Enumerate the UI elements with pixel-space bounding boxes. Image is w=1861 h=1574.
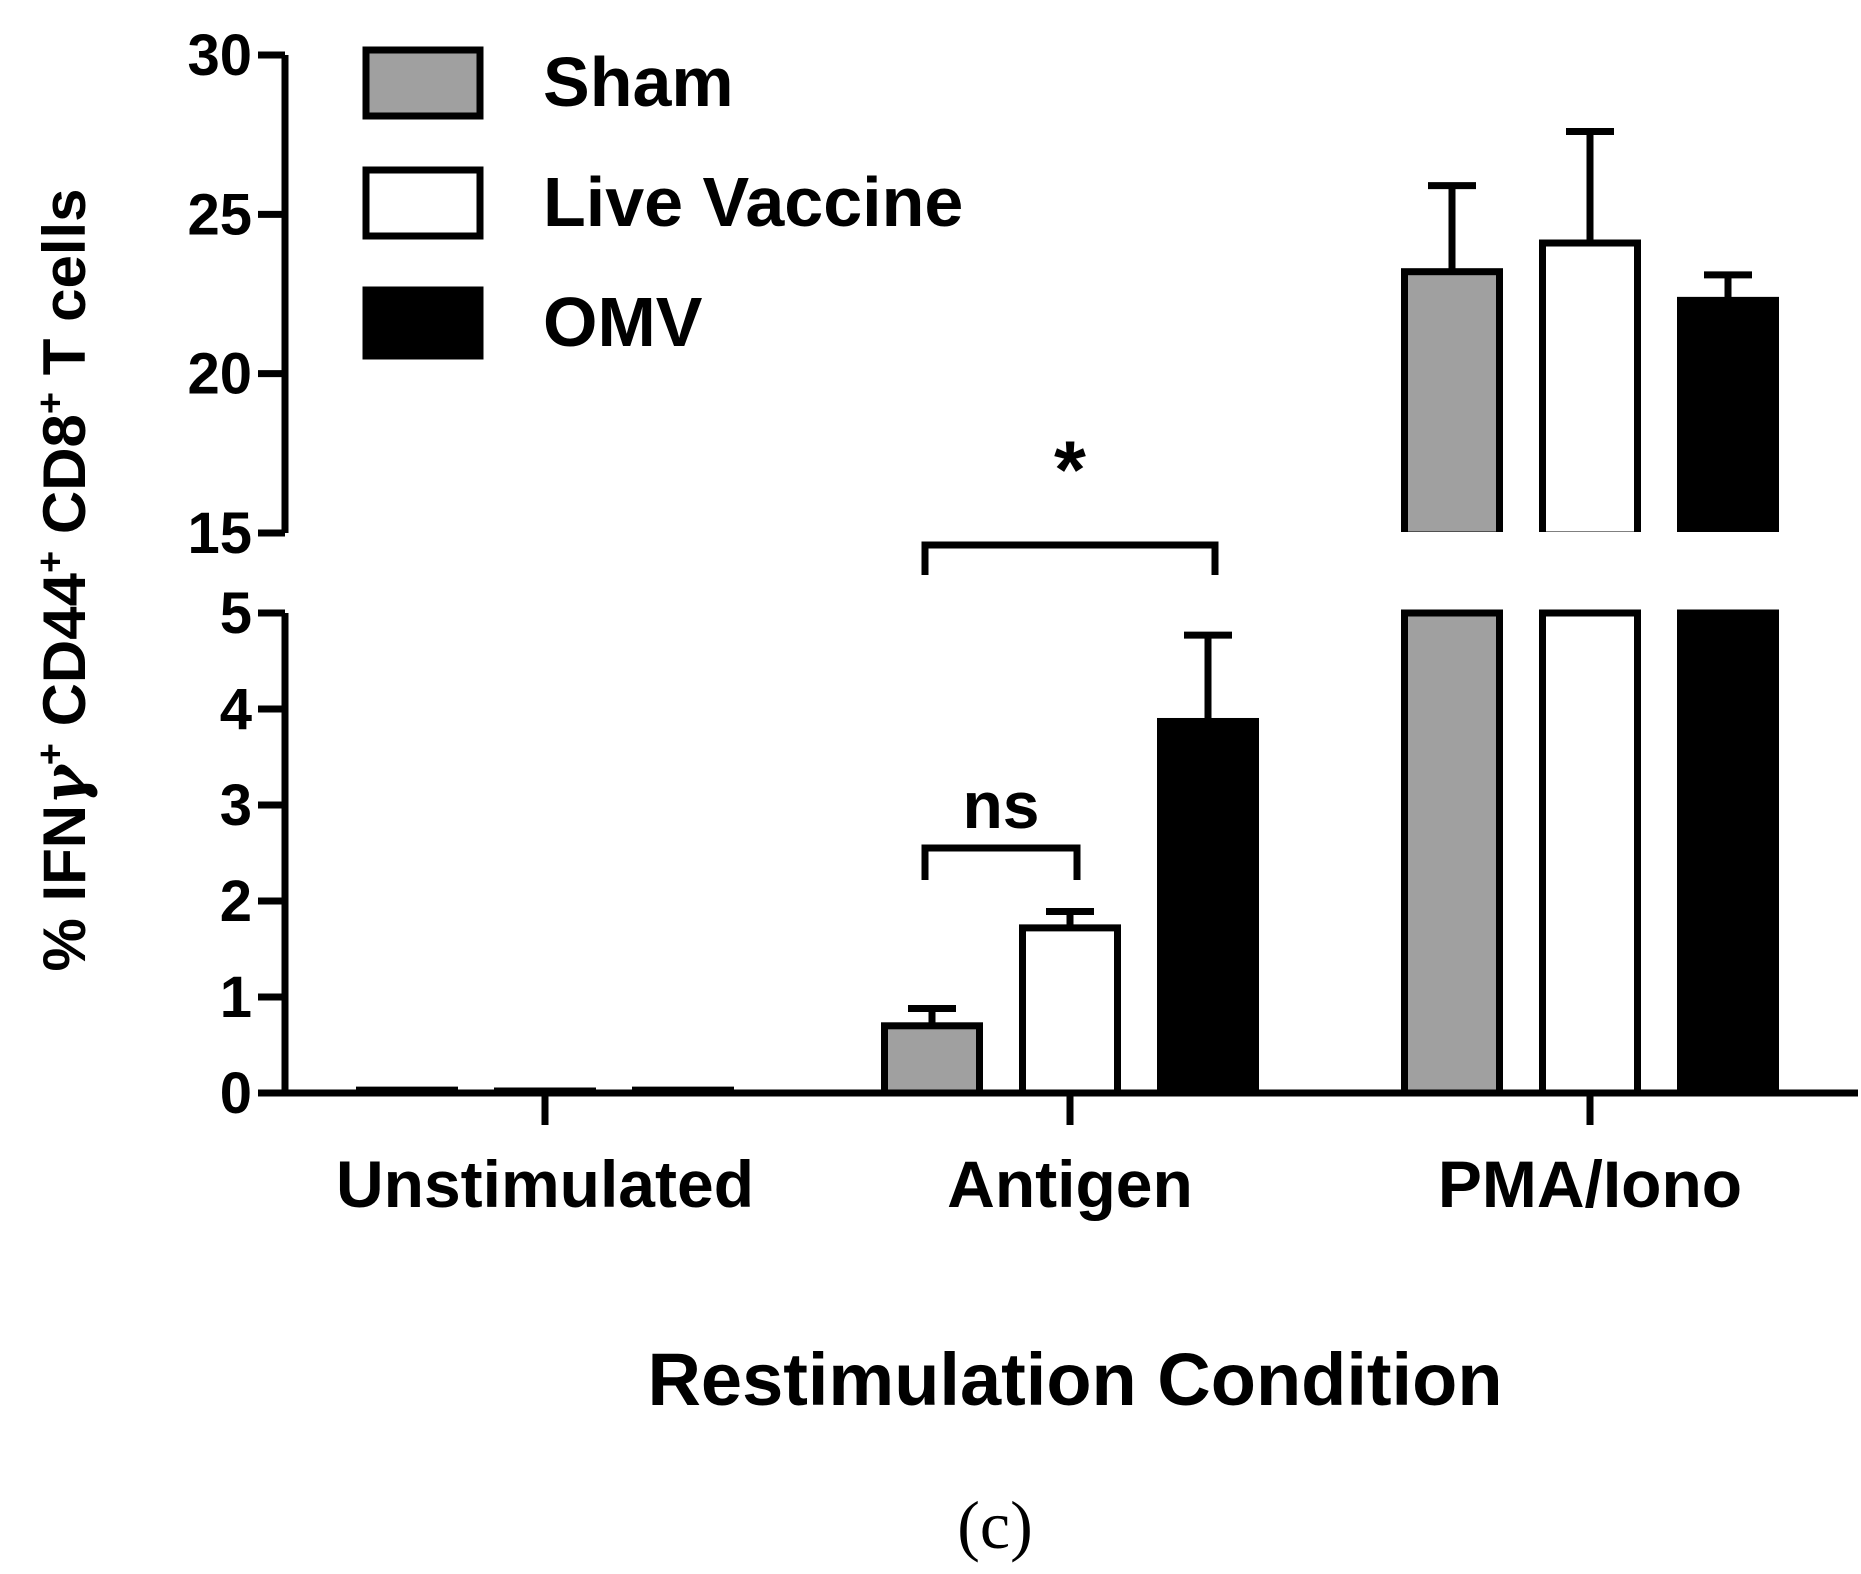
- significance-annotations: ns *: [921, 425, 1219, 880]
- bars: [356, 127, 1783, 1097]
- x-tick-label: Unstimulated: [336, 1147, 754, 1221]
- bar-live-vaccine: [494, 1087, 596, 1097]
- legend: Sham Live Vaccine OMV: [362, 43, 963, 361]
- legend-swatch-sham: [362, 46, 484, 120]
- legend-swatch-live-vaccine: [362, 166, 484, 240]
- axis-break-gap: [1397, 532, 1507, 610]
- bar-omv-upper: [1677, 296, 1779, 539]
- bar-live-vaccine: [1019, 924, 1121, 1097]
- y-tick-label: 5: [220, 581, 252, 646]
- y-tick-label: 15: [187, 501, 252, 566]
- bar-sham: [881, 1022, 983, 1097]
- y-tick-label: 3: [220, 773, 252, 838]
- bar-sham: [356, 1086, 458, 1097]
- bar-omv: [632, 1086, 734, 1097]
- legend-swatch-omv: [362, 286, 484, 360]
- y-tick-label: 30: [187, 23, 252, 88]
- x-axis: Unstimulated Antigen PMA/Iono: [285, 1089, 1858, 1221]
- legend-label: OMV: [543, 283, 703, 361]
- y-axis-upper: 15 20 25 30: [187, 23, 289, 566]
- x-tick-label: Antigen: [947, 1147, 1193, 1221]
- significance-bracket: [921, 844, 1081, 880]
- x-axis-title: Restimulation Condition: [647, 1338, 1502, 1421]
- legend-label: Live Vaccine: [543, 163, 963, 241]
- x-tick-label: PMA/Iono: [1438, 1147, 1742, 1221]
- bar-omv-lower: [1677, 609, 1779, 1097]
- bar-sham-upper: [1401, 268, 1503, 539]
- significance-bracket: [921, 541, 1219, 575]
- y-tick-label: 2: [220, 869, 252, 934]
- bar-live-vaccine-upper: [1539, 239, 1641, 539]
- bar-sham-lower: [1401, 609, 1503, 1097]
- legend-label: Sham: [543, 43, 734, 121]
- significance-label: *: [1054, 425, 1086, 516]
- y-tick-label: 1: [220, 965, 252, 1030]
- y-tick-label: 4: [220, 677, 252, 742]
- y-axis-title: % IFNγ+ CD44+ CD8+ T cells: [30, 188, 100, 971]
- y-tick-label: 0: [220, 1061, 252, 1126]
- axis-break-gap: [1673, 532, 1783, 610]
- panel-label: (c): [957, 1487, 1032, 1563]
- significance-label: ns: [962, 768, 1039, 842]
- y-tick-label: 20: [187, 342, 252, 407]
- axis-break-gap: [1535, 532, 1645, 610]
- y-axis-lower: 0 1 2 3 4 5: [220, 581, 289, 1126]
- y-tick-label: 25: [187, 182, 252, 247]
- bar-live-vaccine-lower: [1539, 609, 1641, 1097]
- bar-omv: [1157, 717, 1259, 1097]
